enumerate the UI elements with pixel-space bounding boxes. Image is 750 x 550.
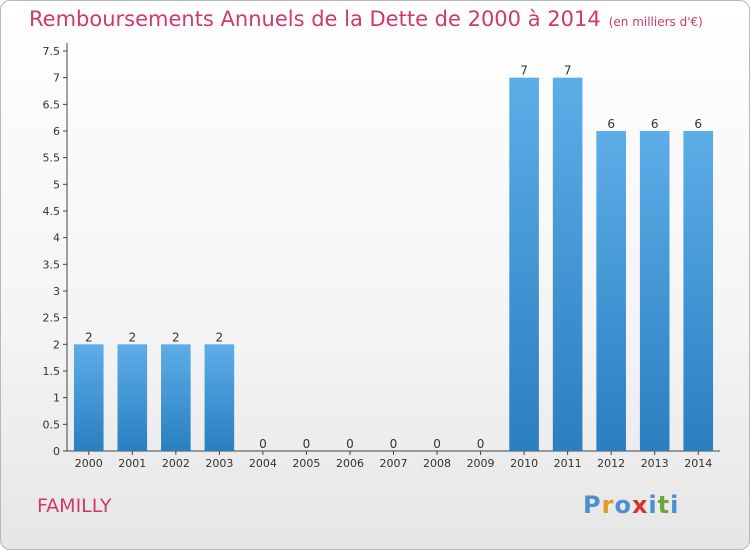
- x-tick-label: 2001: [118, 457, 146, 470]
- data-label: 0: [346, 437, 354, 451]
- proxiti-logo: Proxiti: [583, 491, 679, 519]
- data-label: 7: [564, 64, 572, 78]
- data-label: 7: [520, 64, 528, 78]
- x-tick-label: 2000: [75, 457, 103, 470]
- bar: [639, 131, 670, 451]
- x-tick-label: 2003: [205, 457, 233, 470]
- x-tick-label: 2010: [510, 457, 538, 470]
- x-tick-label: 2014: [684, 457, 712, 470]
- y-tick-label: 7.5: [43, 45, 61, 58]
- bar: [596, 131, 626, 451]
- logo-letter: t: [657, 491, 671, 519]
- y-tick-label: 6.5: [43, 98, 61, 111]
- logo-letter: P: [583, 491, 602, 519]
- x-tick-label: 2008: [423, 457, 451, 470]
- data-label: 2: [85, 330, 93, 344]
- chart-title-text: Remboursements Annuels de la Dette de 20…: [29, 7, 601, 31]
- y-tick-label: 3.5: [43, 258, 61, 271]
- y-tick-label: 4.5: [43, 205, 61, 218]
- x-tick-label: 2009: [467, 457, 495, 470]
- logo-letter: i: [670, 491, 680, 519]
- y-tick-label: 3: [53, 285, 60, 298]
- x-tick-label: 2011: [554, 457, 582, 470]
- y-tick-label: 0.5: [43, 418, 61, 431]
- data-label: 0: [303, 437, 311, 451]
- data-label: 2: [216, 330, 224, 344]
- chart-title: Remboursements Annuels de la Dette de 20…: [29, 7, 703, 31]
- bar: [683, 131, 714, 451]
- data-label: 6: [651, 117, 659, 131]
- unit-note: (en milliers d'€): [608, 15, 703, 29]
- bar: [204, 344, 235, 451]
- logo-letter: x: [631, 491, 649, 519]
- y-tick-label: 2: [53, 338, 60, 351]
- y-tick-label: 1.5: [43, 365, 61, 378]
- data-label: 0: [390, 437, 398, 451]
- logo-letter: r: [601, 491, 615, 519]
- x-tick-label: 2006: [336, 457, 364, 470]
- data-label: 6: [694, 117, 702, 131]
- y-tick-label: 7: [53, 72, 60, 85]
- data-label: 0: [477, 437, 485, 451]
- data-label: 6: [607, 117, 615, 131]
- y-tick-label: 6: [53, 125, 60, 138]
- y-tick-label: 5.5: [43, 152, 61, 165]
- bar: [509, 77, 539, 452]
- bar: [117, 344, 148, 451]
- data-label: 2: [128, 330, 136, 344]
- data-label: 0: [433, 437, 441, 451]
- y-tick-label: 2.5: [43, 312, 61, 325]
- y-tick-label: 4: [53, 232, 60, 245]
- town-name: FAMILLY: [37, 495, 112, 517]
- y-tick-label: 5: [53, 178, 60, 191]
- bar: [552, 77, 583, 452]
- x-tick-label: 2005: [292, 457, 320, 470]
- y-tick-label: 0: [53, 445, 60, 458]
- bar: [161, 344, 191, 451]
- x-tick-label: 2004: [249, 457, 277, 470]
- logo-letter: o: [614, 491, 632, 519]
- x-tick-label: 2012: [597, 457, 625, 470]
- data-label: 2: [172, 330, 180, 344]
- x-tick-label: 2002: [162, 457, 190, 470]
- x-tick-label: 2013: [641, 457, 669, 470]
- data-label: 0: [259, 437, 267, 451]
- y-tick-label: 1: [53, 392, 60, 405]
- x-tick-label: 2007: [380, 457, 408, 470]
- bar: [73, 344, 104, 451]
- logo-letter: i: [648, 491, 658, 519]
